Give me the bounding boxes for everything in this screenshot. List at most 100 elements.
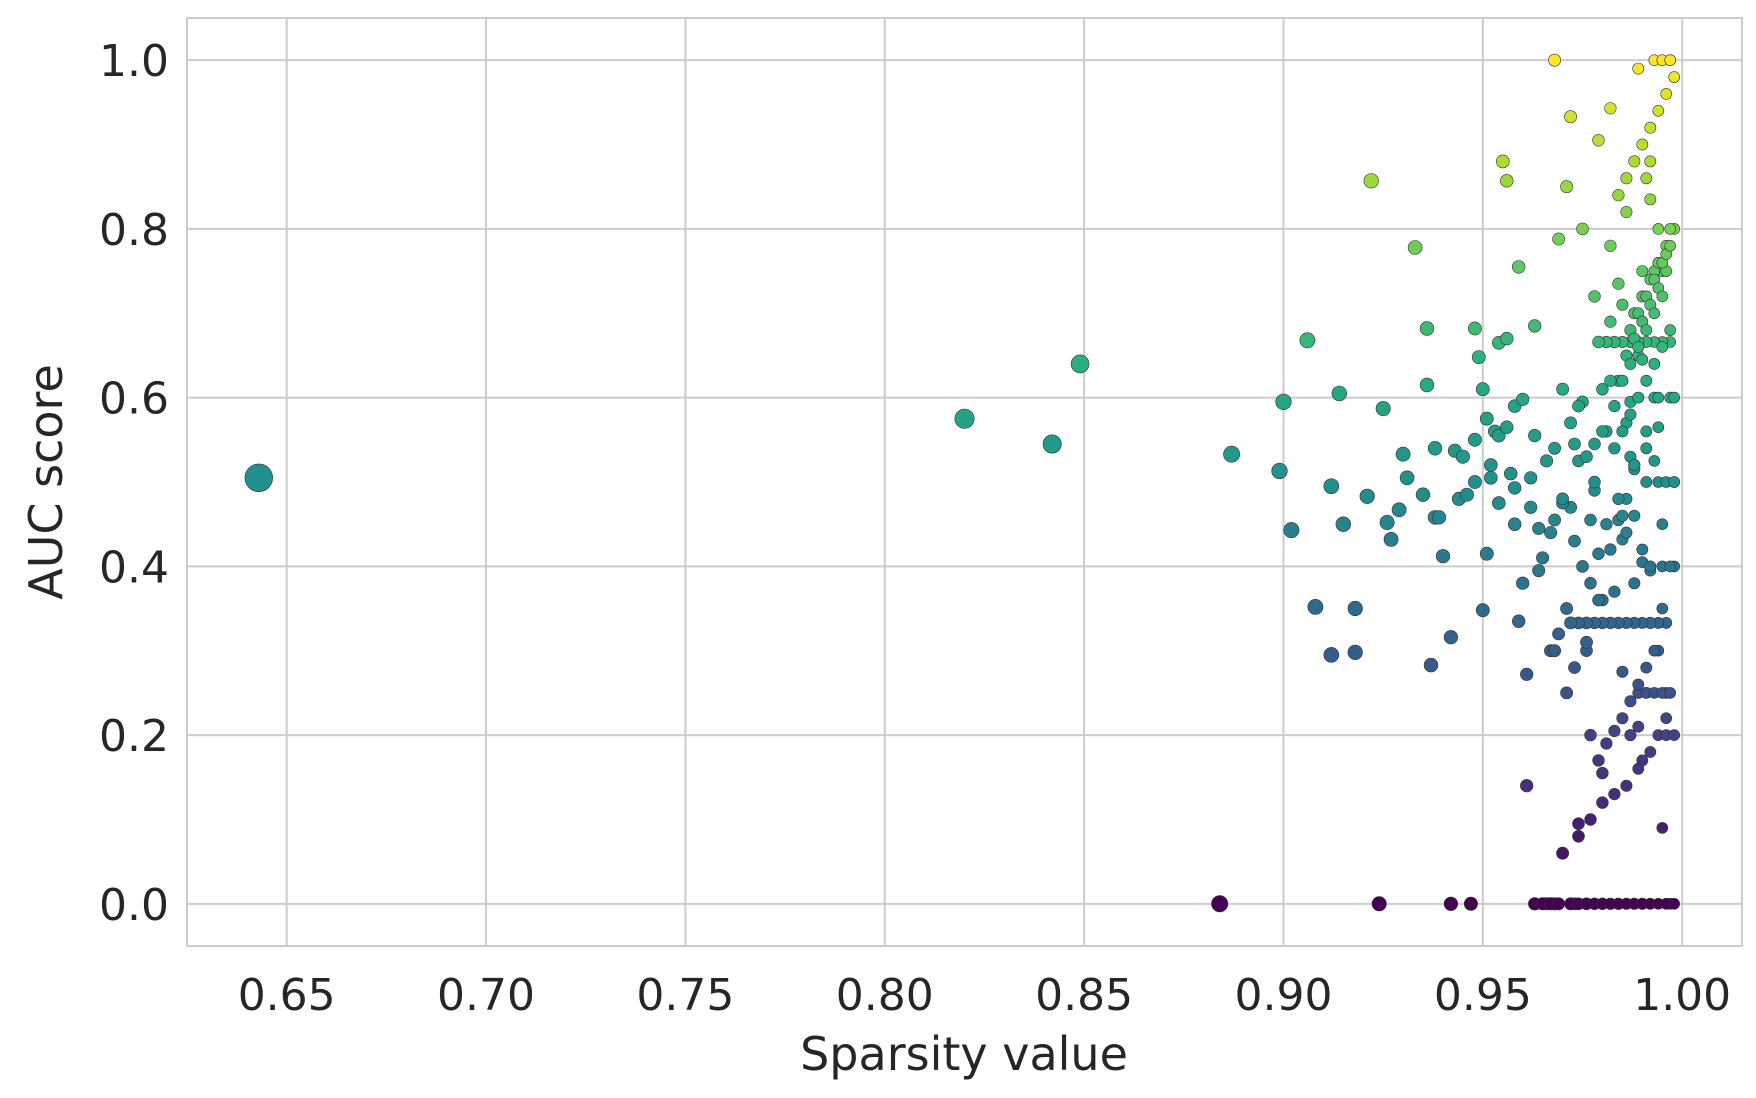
data-point bbox=[1656, 341, 1669, 353]
data-point bbox=[1560, 180, 1573, 194]
data-point bbox=[1516, 392, 1530, 406]
data-point bbox=[1608, 400, 1621, 413]
data-point bbox=[1656, 602, 1669, 615]
data-point bbox=[1624, 695, 1637, 708]
data-point bbox=[1608, 787, 1621, 801]
data-point bbox=[1544, 526, 1558, 540]
data-point bbox=[1640, 661, 1653, 674]
data-point bbox=[1568, 437, 1581, 451]
data-point bbox=[1616, 712, 1629, 725]
data-point bbox=[1632, 720, 1645, 733]
data-point bbox=[1415, 487, 1431, 502]
data-point bbox=[1620, 779, 1633, 792]
data-point bbox=[1640, 374, 1653, 387]
data-point bbox=[1548, 513, 1561, 527]
data-points bbox=[244, 53, 1680, 913]
data-point bbox=[1576, 222, 1589, 236]
data-point bbox=[1612, 277, 1625, 290]
data-point bbox=[1427, 441, 1443, 456]
data-point bbox=[1379, 514, 1395, 530]
y-axis-title: AUC score bbox=[19, 364, 73, 599]
data-point bbox=[1668, 476, 1680, 488]
data-point bbox=[1596, 766, 1609, 780]
data-point bbox=[1548, 644, 1561, 658]
data-point bbox=[954, 408, 975, 429]
data-point bbox=[1664, 240, 1676, 252]
data-point bbox=[1628, 509, 1641, 522]
data-point bbox=[1596, 425, 1609, 438]
data-point bbox=[1299, 332, 1316, 349]
data-point bbox=[1616, 509, 1629, 522]
data-point bbox=[1347, 644, 1363, 661]
x-axis-title: Sparsity value bbox=[800, 1027, 1128, 1081]
data-point bbox=[1556, 492, 1569, 506]
data-point bbox=[1664, 223, 1676, 235]
data-point bbox=[1359, 488, 1375, 504]
data-point bbox=[1335, 516, 1352, 532]
data-point bbox=[1600, 737, 1613, 750]
data-point bbox=[1423, 657, 1439, 673]
data-point bbox=[1656, 290, 1669, 303]
data-point bbox=[1604, 374, 1617, 387]
data-point bbox=[1568, 661, 1581, 674]
data-point bbox=[1664, 54, 1676, 67]
data-point bbox=[1528, 429, 1542, 443]
data-point bbox=[1640, 172, 1653, 185]
data-point bbox=[1479, 411, 1494, 426]
x-tick-label: 0.70 bbox=[437, 970, 535, 1021]
data-point bbox=[1652, 105, 1665, 117]
data-point bbox=[1443, 630, 1458, 645]
data-point bbox=[1576, 560, 1589, 573]
data-point bbox=[1592, 335, 1605, 349]
data-point bbox=[1604, 315, 1617, 328]
data-point bbox=[1500, 420, 1514, 434]
data-point bbox=[1624, 357, 1637, 370]
data-point bbox=[1395, 446, 1411, 462]
data-point bbox=[1371, 896, 1387, 912]
data-point bbox=[1616, 298, 1629, 311]
data-point bbox=[1628, 577, 1641, 590]
y-tick-label: 1.0 bbox=[99, 36, 169, 87]
data-point bbox=[1271, 462, 1288, 480]
data-point bbox=[1596, 383, 1609, 396]
data-point bbox=[1656, 518, 1669, 531]
data-point bbox=[1275, 393, 1292, 411]
data-point bbox=[1636, 543, 1649, 556]
data-point bbox=[1584, 813, 1597, 826]
data-point bbox=[1632, 762, 1645, 775]
data-point bbox=[1588, 475, 1601, 489]
data-point bbox=[1668, 391, 1680, 404]
data-point bbox=[1548, 441, 1561, 455]
data-point bbox=[1283, 522, 1300, 539]
data-point bbox=[1644, 155, 1657, 168]
data-point bbox=[1608, 724, 1621, 738]
data-point bbox=[1628, 155, 1641, 168]
data-point bbox=[1584, 576, 1597, 590]
data-point bbox=[1419, 377, 1435, 393]
data-point bbox=[1443, 896, 1458, 911]
data-point bbox=[1648, 307, 1661, 320]
data-point bbox=[1484, 458, 1498, 472]
data-point bbox=[1492, 496, 1506, 510]
data-point bbox=[1656, 822, 1669, 834]
data-point bbox=[1568, 534, 1581, 548]
data-point bbox=[1363, 173, 1379, 189]
data-point bbox=[1664, 687, 1676, 699]
data-point bbox=[1463, 896, 1478, 911]
data-point bbox=[1042, 434, 1062, 454]
data-point bbox=[1572, 817, 1585, 831]
data-point bbox=[1584, 513, 1597, 527]
data-point bbox=[1307, 599, 1324, 615]
data-point bbox=[1532, 564, 1546, 578]
data-point bbox=[1524, 471, 1538, 485]
data-point bbox=[1399, 470, 1415, 486]
data-point bbox=[1520, 667, 1534, 681]
x-tick-labels: 0.65 0.70 0.75 0.80 0.85 0.90 0.95 1.00 bbox=[238, 970, 1731, 1021]
data-point bbox=[1624, 729, 1637, 742]
data-point bbox=[1664, 560, 1676, 573]
data-point bbox=[1604, 239, 1617, 252]
data-point bbox=[1503, 466, 1518, 481]
data-point bbox=[1580, 635, 1593, 649]
data-point bbox=[1620, 206, 1633, 219]
data-point bbox=[1431, 510, 1447, 525]
